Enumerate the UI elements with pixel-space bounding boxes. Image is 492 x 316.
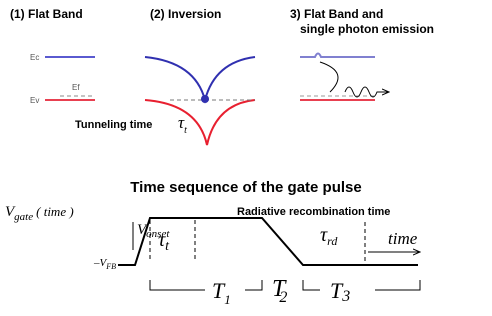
t3-bracket (303, 280, 420, 290)
t2-label: T2 (272, 276, 287, 306)
panel-title: (1) Flat Band (10, 7, 83, 21)
tunneling-label: Tunneling time (75, 119, 152, 131)
panel-title: (2) Inversion (150, 7, 221, 21)
ec-band (145, 57, 255, 100)
diagram: (1) Flat Band (2) Inversion 3) Flat Band… (0, 0, 492, 316)
vgate-label: Vgate( time ) (5, 204, 74, 223)
ev-label: Ev (30, 96, 39, 105)
tau-rd: τrd (320, 224, 338, 248)
tunneling-symbol: τt (178, 113, 187, 136)
ef-label: Ef (72, 83, 80, 92)
t1-label: T1 (212, 278, 231, 307)
vfb-label: –VFB (93, 257, 116, 271)
photon-emission (320, 62, 389, 97)
radiative-label: Radiative recombination time (237, 206, 390, 218)
band-diagrams: (1) Flat Band (2) Inversion 3) Flat Band… (10, 7, 434, 145)
vonset-label: Vonset (137, 222, 170, 240)
t1-bracket (150, 280, 262, 290)
timing-diagram: Time sequence of the gate pulse Vgate( t… (5, 179, 420, 307)
electron (201, 95, 209, 103)
ec-label: Ec (30, 53, 39, 62)
ev-band (145, 100, 255, 145)
t3-label: T3 (330, 278, 350, 305)
timing-title: Time sequence of the gate pulse (130, 179, 361, 196)
time-label: time (388, 229, 418, 248)
panel-subtitle: single photon emission (300, 22, 434, 36)
panel-title: 3) Flat Band and (290, 7, 383, 21)
ec-band (300, 54, 375, 58)
